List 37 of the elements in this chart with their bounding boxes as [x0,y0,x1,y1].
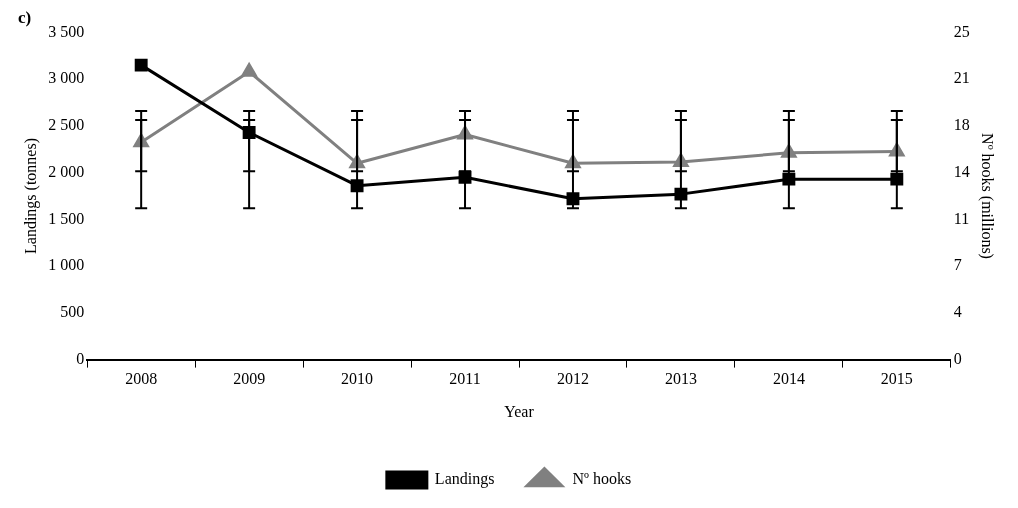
point [350,179,364,193]
y2-tick-label: 11 [953,209,970,227]
y2-tick-label: 0 [953,349,962,367]
y2-tick-label: 4 [953,303,962,321]
point [782,172,796,186]
point [134,58,148,72]
x-tick-label: 2008 [125,370,158,388]
y-tick-label: 2 000 [48,162,85,180]
x-tick-label: 2015 [880,370,913,388]
y-tick-label: 3 000 [48,69,85,87]
x-tick-label: 2012 [556,370,589,388]
y-tick-label: 1 500 [48,209,85,227]
x-tick-label: 2014 [772,370,805,388]
chart-title: c) [18,7,32,27]
point [242,125,256,139]
x-tick-label: 2013 [664,370,697,388]
legend-label: Landings [434,470,495,489]
y2-tick-label: 25 [953,22,970,40]
point [674,187,688,201]
legend-label: Nº hooks [572,470,632,488]
x-tick-label: 2010 [341,370,374,388]
y-axis-title: Landings (tonnes) [21,138,40,254]
y2-tick-label: 14 [953,162,970,180]
x-tick-label: 2011 [449,370,481,388]
x-axis-title: Year [504,402,535,420]
y-tick-label: 1 000 [48,256,85,274]
y2-axis-title: Nº hooks (millions) [978,133,997,259]
point [890,172,904,186]
y-tick-label: 500 [60,303,85,321]
y-tick-label: 2 500 [48,116,85,134]
y-tick-label: 0 [76,349,85,367]
y2-tick-label: 18 [953,116,970,134]
y-tick-label: 3 500 [48,22,85,40]
y2-tick-label: 7 [953,256,962,274]
point [241,63,257,77]
y2-tick-label: 21 [953,69,970,87]
x-tick-label: 2009 [233,370,266,388]
